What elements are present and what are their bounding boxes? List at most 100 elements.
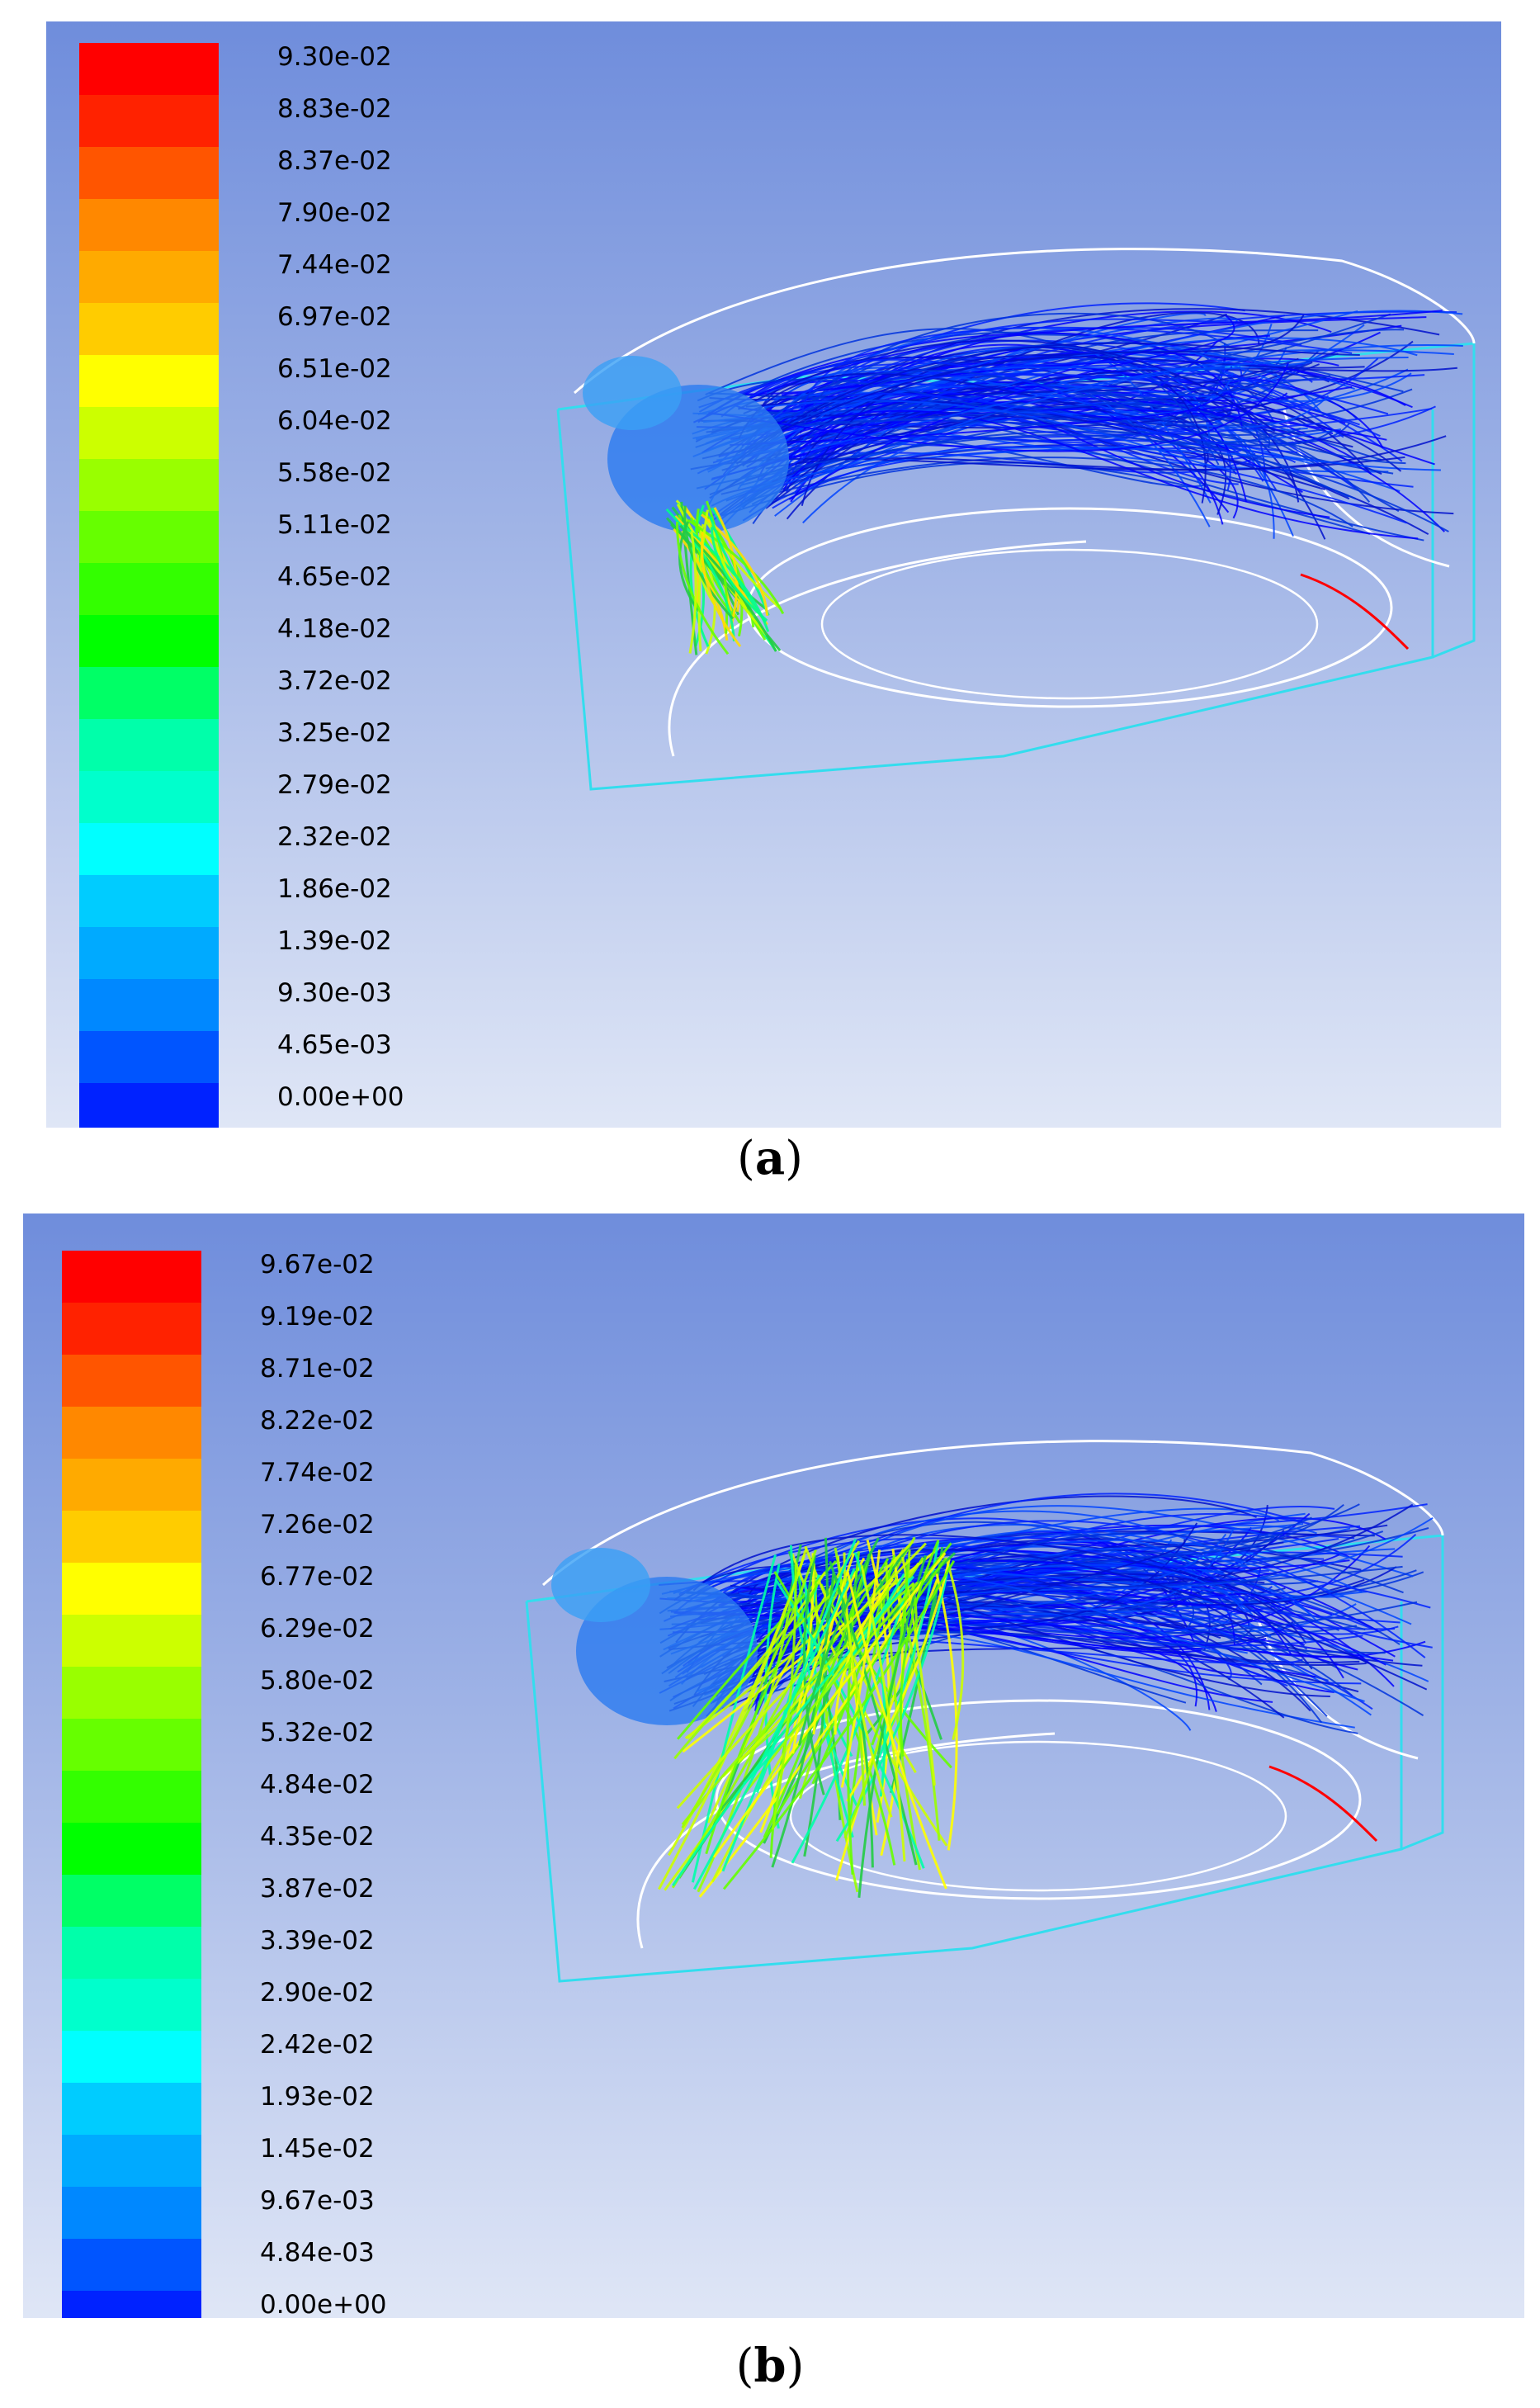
- colorbar-tick-label: 6.04e-02: [277, 406, 392, 436]
- streamline: [763, 400, 1237, 471]
- streamline-fast: [684, 1540, 914, 1739]
- streamline: [741, 409, 1419, 540]
- colorbar-swatch: [79, 719, 219, 771]
- colorbar-tick-label: 7.74e-02: [260, 1458, 375, 1488]
- colorbar-swatch: [62, 1563, 201, 1615]
- colorbar-swatch: [62, 1407, 201, 1459]
- colorbar-swatch: [79, 511, 219, 563]
- colorbar-swatch: [79, 875, 219, 927]
- colorbar-swatch: [79, 303, 219, 355]
- streamline-fast: [834, 1578, 894, 1735]
- streamline-fast: [759, 1553, 815, 1833]
- colorbar-swatch: [79, 355, 219, 407]
- colorbar-tick-label: 5.32e-02: [260, 1718, 375, 1748]
- streamline-fast: [705, 1582, 820, 1855]
- streamline-fast: [771, 1564, 797, 1830]
- streamline: [781, 302, 1245, 412]
- wireframe-highlight: [1300, 573, 1410, 650]
- streamline: [786, 447, 1368, 485]
- colorbar-swatch: [62, 1355, 201, 1407]
- colorbar-tick-label: 7.44e-02: [277, 250, 392, 280]
- streamline: [766, 356, 1365, 461]
- streamline-fast: [722, 1559, 956, 1890]
- colorbar-swatch: [62, 2031, 201, 2083]
- colorbar-swatch: [79, 459, 219, 511]
- streamline: [788, 315, 1235, 500]
- colorbar-tick-label: 1.45e-02: [260, 2134, 375, 2164]
- streamline-fast: [860, 1566, 906, 1862]
- streamline: [692, 1534, 1277, 1604]
- streamline-cluster: [583, 356, 682, 430]
- colorbar-tick-label: 6.51e-02: [277, 354, 392, 384]
- streamline-fast: [744, 1581, 919, 1794]
- colorbar-swatch: [79, 563, 219, 615]
- streamline-fast: [764, 1564, 781, 1829]
- colorbar-swatch: [79, 927, 219, 979]
- colorbar-tick-label: 6.77e-02: [260, 1562, 375, 1592]
- colorbar-swatch: [79, 667, 219, 719]
- streamline-fast: [857, 1554, 928, 1898]
- streamline: [738, 372, 1233, 440]
- streamline-fast: [846, 1559, 951, 1802]
- colorbar-tick-label: 9.67e-02: [260, 1250, 375, 1280]
- colorbar-tick-label: 1.39e-02: [277, 926, 392, 956]
- streamline-fast: [709, 516, 767, 623]
- colorbar-tick-label: 4.18e-02: [277, 614, 392, 644]
- colorbar-swatch: [62, 1459, 201, 1511]
- streamline-scene-b: [525, 1440, 1444, 1983]
- colorbar-swatch: [79, 43, 219, 95]
- colorbar-tick-label: 3.25e-02: [277, 718, 392, 748]
- colorbar-swatch: [79, 979, 219, 1031]
- colorbar-swatch: [79, 823, 219, 875]
- streamline: [708, 362, 1289, 452]
- colorbar-swatch: [62, 2083, 201, 2135]
- streamline: [751, 375, 1331, 429]
- colorbar-tick-label: 0.00e+00: [277, 1082, 404, 1112]
- streamline: [801, 344, 1463, 453]
- colorbar-tick-label: 6.29e-02: [260, 1614, 375, 1644]
- streamline: [659, 1564, 1431, 1630]
- colorbar-swatch: [79, 147, 219, 199]
- colorbar-swatch: [62, 1719, 201, 1771]
- streamline-fast: [791, 1578, 911, 1864]
- colorbar-swatch: [62, 1667, 201, 1719]
- colorbar-tick-label: 5.58e-02: [277, 458, 392, 488]
- colorbar-tick-label: 1.86e-02: [277, 874, 392, 904]
- colorbar-tick-label: 7.26e-02: [260, 1510, 375, 1540]
- contour-panel-a: 9.30e-02 8.83e-02 8.37e-02 7.90e-02 7.44e-02…: [46, 21, 1501, 1128]
- colorbar-swatch: [79, 771, 219, 823]
- streamline: [744, 401, 1275, 539]
- streamline: [799, 408, 1387, 441]
- streamline: [746, 344, 1220, 466]
- streamline: [696, 433, 1234, 490]
- colorbar-tick-label: 2.79e-02: [277, 770, 392, 800]
- colorbar-tick-label: 2.90e-02: [260, 1978, 375, 2008]
- wireframe-edge: [668, 540, 1087, 757]
- streamline-fast: [803, 1537, 829, 1857]
- streamline: [733, 342, 1360, 464]
- streamline: [673, 1568, 1344, 1598]
- streamline-fast: [712, 1552, 947, 1858]
- colorbar-tick-label: 2.32e-02: [277, 822, 392, 852]
- streamline-fast: [680, 501, 698, 655]
- colorbar-swatch: [62, 1615, 201, 1667]
- streamline: [737, 339, 1276, 433]
- wireframe-edge: [715, 1699, 1362, 1900]
- colorbar-swatch: [79, 95, 219, 147]
- streamline-fast: [829, 1560, 918, 1866]
- streamline-fast: [697, 509, 709, 652]
- colorbar-tick-label: 9.30e-03: [277, 978, 392, 1008]
- wireframe-edge: [556, 409, 1434, 791]
- colorbar-tick-label: 7.90e-02: [277, 198, 392, 228]
- streamline-fast: [681, 1549, 817, 1828]
- streamline: [711, 419, 1449, 532]
- streamline-fast: [673, 527, 729, 641]
- streamline-fast: [834, 1576, 874, 1868]
- colorbar-tick-label: 1.93e-02: [260, 2082, 375, 2112]
- colorbar-swatch: [62, 1927, 201, 1979]
- colorbar-swatch: [62, 1979, 201, 2031]
- streamline: [669, 1567, 1262, 1635]
- streamline-fast: [797, 1537, 880, 1746]
- colorbar-tick-label: 9.30e-02: [277, 42, 392, 72]
- colorbar-swatch: [62, 2187, 201, 2239]
